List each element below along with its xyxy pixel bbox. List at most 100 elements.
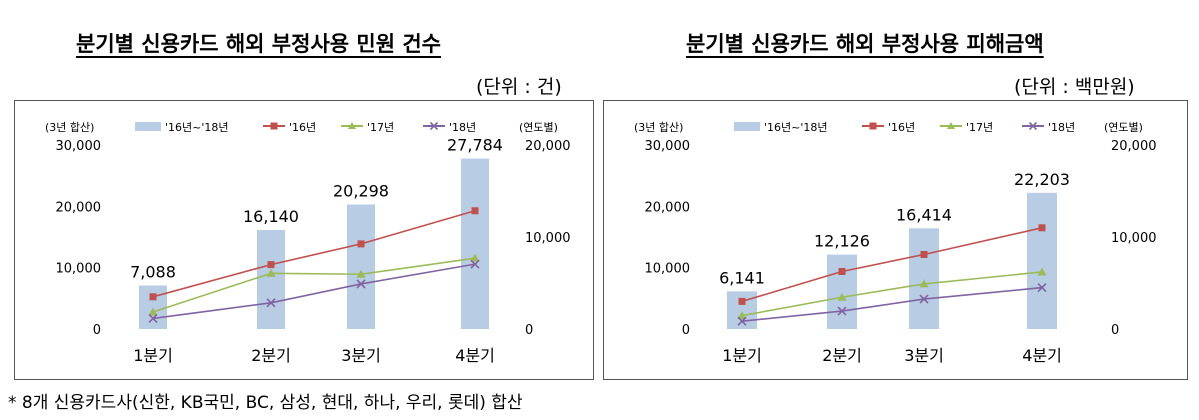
point-marker [919,279,929,288]
legend-bar-swatch [734,122,760,131]
left-axis-caption: (3년 합산) [634,121,683,134]
bar [827,254,857,329]
right-tick-label: 10,000 [1111,231,1157,246]
category-label: 1분기 [722,346,762,365]
legend-triangle-marker [947,122,955,129]
point-marker [1037,267,1047,276]
bar-value-label: 16,414 [896,205,952,224]
left-tick-label: 0 [682,323,690,338]
point-marker [737,316,747,326]
left-tick-label: 10,000 [56,262,102,277]
point-marker [837,292,847,301]
legend-2016: '16년 [862,121,915,134]
legend-label: '16년 [289,121,316,134]
left-tick-label: 30,000 [56,139,102,154]
point-marker [470,253,480,262]
bar [461,158,489,329]
legend-square-marker [869,122,877,130]
legend-bar: '16년~'18년 [135,121,229,134]
bar [909,228,939,329]
point-marker [148,307,158,316]
legend-2016: '16년 [263,121,316,134]
bar-value-label: 20,298 [333,182,389,201]
legend-label: '17년 [367,121,394,134]
legend-2018: '18년 [423,121,476,134]
category-label: 3분기 [341,346,381,365]
point-marker [1037,283,1047,293]
point-marker [357,240,365,248]
category-label: 2분기 [822,346,862,365]
line-2016 [152,210,476,298]
legend-x-marker [1028,121,1038,131]
legend-label: '18년 [449,121,476,134]
legend-2017: '17년 [940,121,993,134]
left-tick-label: 20,000 [645,200,691,215]
bar-value-label: 16,140 [243,207,299,226]
point-marker [149,293,157,301]
legend-x-marker [429,121,439,131]
point-marker [267,261,275,269]
point-marker [148,313,158,323]
point-marker [838,268,846,275]
point-marker [471,207,479,215]
line-2017 [152,257,476,313]
right-tick-label: 10,000 [525,231,571,246]
line-2017 [741,271,1043,317]
left-tick-label: 30,000 [645,139,691,154]
legend-label: '16년~'18년 [165,121,229,134]
right-tick-label: 20,000 [525,139,571,154]
legend-bar: '16년~'18년 [734,121,828,134]
complaints-chart: (3년 합산) (연도별) '16년~'18년 '16년 '17년 '18년 0 10,000… [45,121,571,365]
left-tick-label: 0 [93,323,101,338]
left-tick-label: 20,000 [56,200,102,215]
legend-bar-swatch [135,122,161,131]
legend-label: '17년 [966,121,993,134]
point-marker [737,311,747,320]
bar-value-label: 22,203 [1014,170,1070,189]
right-axis-caption: (연도별) [519,121,558,134]
line-2018 [152,263,476,320]
left-axis-caption: (3년 합산) [45,121,94,134]
chart-panel-complaints: (3년 합산) (연도별) '16년~'18년 '16년 '17년 '18년 0 10,000… [14,100,594,380]
category-label: 4분기 [1022,346,1062,365]
point-marker [356,269,366,278]
chart-title-damage: 분기별 신용카드 해외 부정사용 피해금액 [686,32,1044,56]
left-tick-label: 10,000 [645,262,691,277]
legend-2017: '17년 [341,121,394,134]
legend-square-marker [270,122,278,130]
chart-title-complaints: 분기별 신용카드 해외 부정사용 민원 건수 [76,32,441,56]
point-marker [920,250,928,258]
point-marker [356,279,366,289]
legend-label: '16년~'18년 [764,121,828,134]
point-marker [266,298,276,308]
line-2016 [741,227,1043,303]
chart-panel-damage: (3년 합산) (연도별) '16년~'18년 '16년 '17년 '18년 0 10,000… [603,100,1188,380]
legend-triangle-marker [348,122,356,129]
bar-value-label: 7,088 [130,263,176,282]
right-tick-label: 20,000 [1111,139,1157,154]
legend-2018: '18년 [1022,121,1075,134]
right-axis-caption: (연도별) [1104,121,1143,134]
damage-chart: (3년 합산) (연도별) '16년~'18년 '16년 '17년 '18년 0 10,000… [634,121,1157,365]
bar [139,285,167,329]
unit-label-complaints: (단위 : 건) [476,76,562,98]
legend-label: '18년 [1048,121,1075,134]
point-marker [470,259,480,269]
point-marker [919,294,929,304]
point-marker [837,306,847,316]
category-label: 4분기 [455,346,495,365]
point-marker [1038,224,1046,232]
point-marker [738,297,746,305]
point-marker [266,268,276,277]
bar-value-label: 6,141 [719,268,765,287]
legend-label: '16년 [888,121,915,134]
bar [727,291,757,329]
bar-value-label: 27,784 [447,136,503,155]
category-label: 1분기 [133,346,173,365]
bar [347,204,375,329]
bar [257,230,285,329]
unit-label-damage: (단위 : 백만원) [1014,76,1135,98]
right-tick-label: 0 [1111,323,1119,338]
footnote: * 8개 신용카드사(신한, KB국민, BC, 삼성, 현대, 하나, 우리,… [8,393,523,413]
category-label: 3분기 [904,346,944,365]
